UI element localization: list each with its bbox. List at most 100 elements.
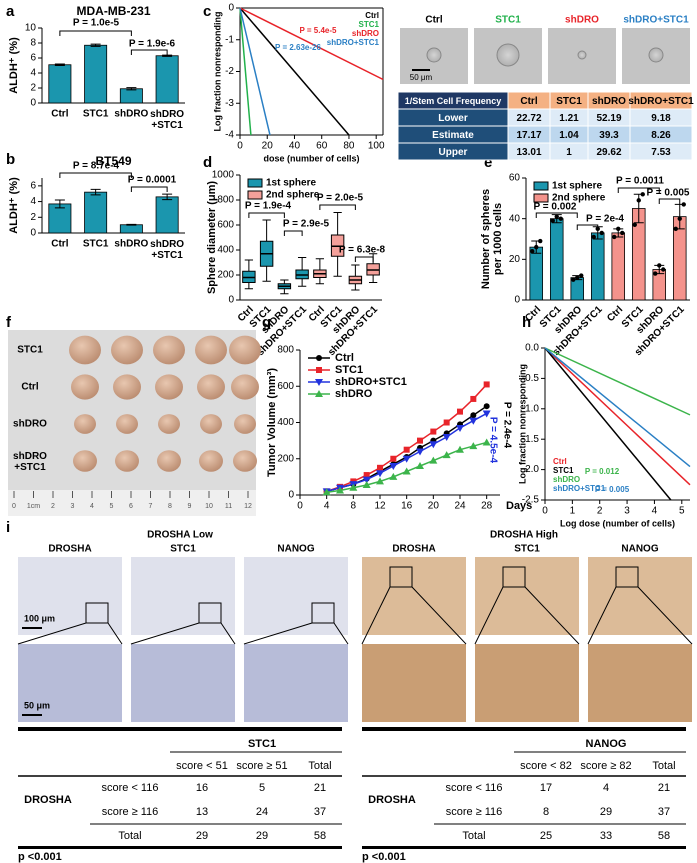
marker [377,464,383,471]
marker [469,442,478,450]
marker [430,428,437,435]
x-axis-label: dose (number of cells) [263,153,359,163]
ruler-label: 0 [12,503,16,510]
significance-bracket [248,212,285,218]
row-label: Total [462,830,485,842]
cell-value: 29 [256,830,268,842]
table-text: Ctrl [520,96,537,107]
table-text: 52.19 [596,113,621,124]
data-point [579,273,584,278]
marker [349,483,358,491]
annotation: P = 0.0001 [128,175,177,186]
table-text: 22.72 [516,113,541,124]
y-tick-label: -2 [225,66,234,77]
ihc-zoom [18,644,122,722]
marker [469,417,478,425]
legend-label: STC1 [359,20,380,29]
column-header: score < 51 [176,760,228,772]
significance-bracket [283,230,303,236]
cell-value: 29 [196,830,208,842]
data-point [530,249,535,254]
marker [402,467,411,475]
panel-label: b [6,151,15,168]
marker [456,445,464,453]
tumor [111,335,143,365]
tumor [231,374,259,400]
x-tick-label: 60 [316,141,328,152]
legend-label: 1st sphere [266,178,316,189]
y-tick-label: 6 [30,53,36,64]
ruler-label: 4 [90,503,94,510]
sphere [426,47,442,63]
x-tick-label: 5 [679,506,685,517]
cell-value: 58 [314,830,326,842]
x-tick-label: Ctrl [51,239,68,250]
y-tick-label: 600 [277,381,294,392]
x-tick-label: shDRO+STC1 [150,109,184,131]
tumor [116,414,138,434]
marker [483,403,490,410]
tumor [199,450,223,472]
y-axis-label: Log fraction nonresponding [517,364,527,484]
stain-label: DROSHA [392,544,435,555]
zoom-line [130,622,236,645]
y-axis-label: Sphere diameter (μm) [206,181,218,294]
legend-label: Ctrl [365,11,379,20]
y-tick-label: 400 [217,245,234,256]
marker [403,446,410,453]
p-value: p <0.001 [362,851,406,863]
y-tick-label: -1 [225,34,234,45]
y-tick-label: 200 [217,270,234,281]
y-tick-label: 4 [30,196,36,207]
marker [416,448,424,456]
data-point [616,226,621,232]
table-text: 8.26 [651,130,671,141]
ihc-zoom [362,644,466,722]
p-value: p <0.001 [18,851,62,863]
tumor [155,374,183,400]
cell-value: 24 [256,806,268,818]
cell-value: 29 [600,806,612,818]
legend-label: shDRO+STC1 [553,484,606,493]
x-tick-label: 24 [454,501,466,512]
cell-value: 17 [540,782,552,794]
annotation: P = 0.005 [595,485,630,494]
table-text: shDRO+STC1 [628,96,694,107]
x-tick-label: 0 [237,141,243,152]
annotation: P = 2.0e-5 [317,193,364,204]
tumor [158,414,180,434]
x-tick-label: Ctrl [51,109,68,120]
annotation: P = 2.4e-4 [501,402,512,449]
row-header: DROSHA [24,794,72,806]
tumor [153,335,185,365]
bar [119,224,143,234]
marker [376,470,384,478]
error-bar [162,193,173,201]
bar [84,44,108,104]
column-header: score ≥ 51 [236,760,287,772]
y-tick-label: 40 [509,213,521,224]
data-point [681,202,686,207]
marker [322,488,331,496]
data-point [538,238,543,244]
marker [470,412,477,419]
tumor [233,450,257,472]
x-tick-label: 4 [652,506,658,517]
stain-label: STC1 [514,544,540,555]
cell-value: 13 [196,806,208,818]
x-axis-label: Log dose (number of cells) [560,518,675,528]
scale-bar-label: 50 μm [24,700,50,710]
marker [315,379,323,386]
legend-label: 2nd sphere [266,190,320,201]
y-tick-label: 1000 [212,170,235,181]
bar [529,246,544,301]
y-tick-label: -2.0 [522,464,540,475]
y-tick-label: 10 [25,23,37,34]
legend-label: Ctrl [553,457,567,466]
ruler-label: 9 [188,503,192,510]
marker [389,472,398,480]
data-point [636,198,641,203]
tumor [200,414,222,434]
chart-title: BT549 [95,154,131,168]
bar [549,218,564,301]
